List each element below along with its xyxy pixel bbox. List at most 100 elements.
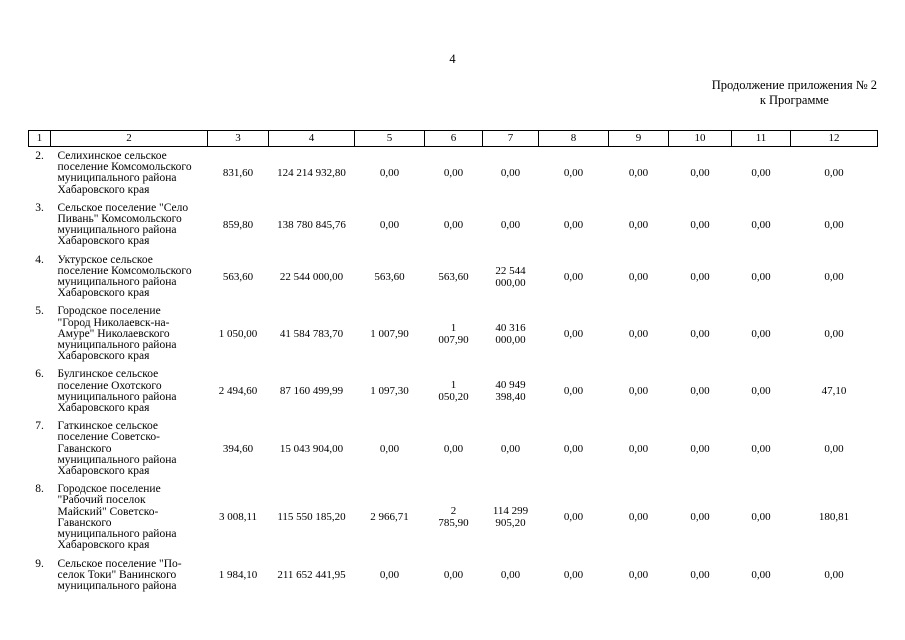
row-number-cell: 9. bbox=[35, 557, 44, 570]
value-cell: 0,00 bbox=[690, 568, 710, 581]
settlement-name-cell: Городское поселение "Город Николаевск-на… bbox=[57, 305, 177, 363]
value-cell: 0,00 bbox=[628, 385, 649, 398]
header-cell-2: 2 bbox=[50, 130, 208, 147]
value-cell: 0,00 bbox=[628, 166, 649, 179]
page-number: 4 bbox=[449, 52, 456, 66]
header-cell-5: 5 bbox=[354, 130, 425, 147]
value-cell: 3 008,11 bbox=[218, 511, 258, 524]
value-cell: 0,00 bbox=[443, 568, 464, 581]
value-cell: 563,60 bbox=[374, 270, 405, 283]
value-cell: 138 780 845,76 bbox=[277, 218, 346, 231]
header-cell-6: 6 bbox=[424, 130, 483, 147]
row-number-cell: 7. bbox=[35, 420, 44, 433]
value-cell: 0,00 bbox=[690, 511, 710, 524]
value-cell: 0,00 bbox=[379, 218, 400, 231]
settlement-name-cell: Уктурское сельское поселение Комсомольск… bbox=[57, 253, 192, 300]
value-cell: 0,00 bbox=[690, 218, 710, 231]
value-cell: 1 007,90 bbox=[438, 321, 469, 346]
value-cell: 0,00 bbox=[751, 385, 771, 398]
value-cell: 115 550 185,20 bbox=[277, 511, 346, 524]
value-cell: 2 785,90 bbox=[438, 505, 469, 530]
value-cell: 0,00 bbox=[379, 166, 400, 179]
row-number-cell: 2. bbox=[35, 150, 44, 162]
header-cell-8: 8 bbox=[538, 130, 609, 147]
value-cell: 0,00 bbox=[690, 385, 710, 398]
value-cell: 0,00 bbox=[500, 568, 521, 581]
value-cell: 0,00 bbox=[443, 442, 464, 455]
table-row: 6. Булгинское сельское поселение Охотског… bbox=[29, 365, 878, 417]
value-cell: 0,00 bbox=[563, 270, 584, 283]
value-cell: 859,80 bbox=[222, 218, 254, 231]
continuation-note-wrap: Продолжение приложения № 2 к Программе bbox=[0, 78, 905, 108]
value-cell: 40 316 000,00 bbox=[495, 321, 526, 346]
settlement-name-cell: Городское поселение "Рабочий поселок Май… bbox=[57, 483, 177, 552]
table-row: 3. Сельское поселение "Село Пивань" Комсо… bbox=[29, 199, 878, 251]
value-cell: 0,00 bbox=[500, 218, 521, 231]
row-number-cell: 3. bbox=[35, 201, 44, 214]
value-cell: 0,00 bbox=[690, 270, 710, 283]
header-cell-10: 10 bbox=[668, 130, 732, 147]
value-cell: 0,00 bbox=[563, 166, 584, 179]
value-cell: 0,00 bbox=[563, 511, 584, 524]
row-number-cell: 4. bbox=[35, 253, 44, 266]
value-cell: 563,60 bbox=[438, 270, 469, 283]
value-cell: 87 160 499,99 bbox=[279, 385, 344, 398]
value-cell: 0,00 bbox=[443, 218, 464, 231]
value-cell: 0,00 bbox=[751, 218, 771, 231]
value-cell: 41 584 783,70 bbox=[279, 327, 344, 340]
value-cell: 0,00 bbox=[690, 166, 710, 179]
value-cell: 0,00 bbox=[563, 385, 584, 398]
value-cell: 0,00 bbox=[628, 327, 649, 340]
value-cell: 0,00 bbox=[379, 442, 400, 455]
value-cell: 0,00 bbox=[563, 327, 584, 340]
row-number-cell: 6. bbox=[35, 368, 44, 381]
value-cell: 0,00 bbox=[690, 442, 710, 455]
value-cell: 0,00 bbox=[563, 442, 584, 455]
value-cell: 0,00 bbox=[563, 218, 584, 231]
table-row: 4. Уктурское сельское поселение Комсомоль… bbox=[29, 251, 878, 303]
continuation-line-1: Продолжение приложения № 2 bbox=[711, 78, 877, 92]
value-cell: 0,00 bbox=[628, 568, 649, 581]
value-cell: 0,00 bbox=[628, 511, 649, 524]
value-cell: 1 984,10 bbox=[218, 568, 258, 581]
value-cell: 0,00 bbox=[500, 442, 521, 455]
value-cell: 1 007,90 bbox=[370, 327, 409, 340]
table-row: 7. Гаткинское сельское поселение Советско… bbox=[29, 417, 878, 480]
value-cell: 0,00 bbox=[379, 568, 400, 581]
table-row: 8. Городское поселение "Рабочий поселок М… bbox=[29, 480, 878, 554]
value-cell: 0,00 bbox=[824, 166, 844, 179]
settlement-name-cell: Гаткинское сельское поселение Советско-Г… bbox=[57, 420, 177, 478]
value-cell: 0,00 bbox=[751, 327, 771, 340]
value-cell: 15 043 904,00 bbox=[279, 442, 344, 455]
settlement-name-cell: Сельское поселение "Село Пивань" Комсомо… bbox=[57, 201, 189, 248]
header-cell-1: 1 bbox=[28, 130, 51, 147]
value-cell: 0,00 bbox=[751, 511, 771, 524]
value-cell: 0,00 bbox=[628, 270, 649, 283]
value-cell: 0,00 bbox=[563, 568, 584, 581]
value-cell: 22 544 000,00 bbox=[495, 264, 526, 289]
value-cell: 0,00 bbox=[824, 218, 844, 231]
value-cell: 1 050,20 bbox=[438, 379, 469, 404]
value-cell: 114 299 905,20 bbox=[492, 505, 529, 530]
header-cell-9: 9 bbox=[608, 130, 669, 147]
header-cell-12: 12 bbox=[790, 130, 878, 147]
data-table: 1 2 3 4 5 6 7 8 9 10 11 12 2. Селихинское… bbox=[28, 130, 878, 595]
value-cell: 2 494,60 bbox=[218, 385, 258, 398]
value-cell: 0,00 bbox=[443, 166, 464, 179]
value-cell: 180,81 bbox=[818, 511, 850, 524]
table-row: 9. Сельское поселение "По-селок Токи" Ван… bbox=[29, 555, 878, 596]
value-cell: 0,00 bbox=[824, 442, 844, 455]
value-cell: 563,60 bbox=[222, 270, 254, 283]
table-row: 2. Селихинское сельское поселение Комсомо… bbox=[29, 147, 878, 199]
value-cell: 0,00 bbox=[690, 327, 710, 340]
value-cell: 124 214 932,80 bbox=[277, 166, 346, 179]
settlement-name-cell: Селихинское сельское поселение Комсомоль… bbox=[57, 150, 192, 196]
header-cell-3: 3 bbox=[207, 130, 269, 147]
value-cell: 40 949 398,40 bbox=[495, 379, 526, 404]
value-cell: 211 652 441,95 bbox=[277, 568, 346, 581]
value-cell: 1 097,30 bbox=[370, 385, 409, 398]
settlement-name-cell: Булгинское сельское поселение Охотского … bbox=[57, 368, 177, 415]
value-cell: 22 544 000,00 bbox=[279, 270, 344, 283]
value-cell: 0,00 bbox=[500, 166, 521, 179]
value-cell: 1 050,00 bbox=[218, 327, 258, 340]
